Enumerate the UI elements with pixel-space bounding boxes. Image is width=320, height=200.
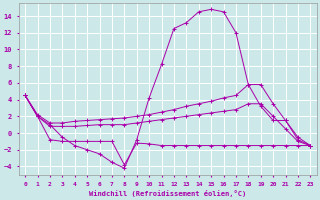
X-axis label: Windchill (Refroidissement éolien,°C): Windchill (Refroidissement éolien,°C)	[89, 190, 246, 197]
